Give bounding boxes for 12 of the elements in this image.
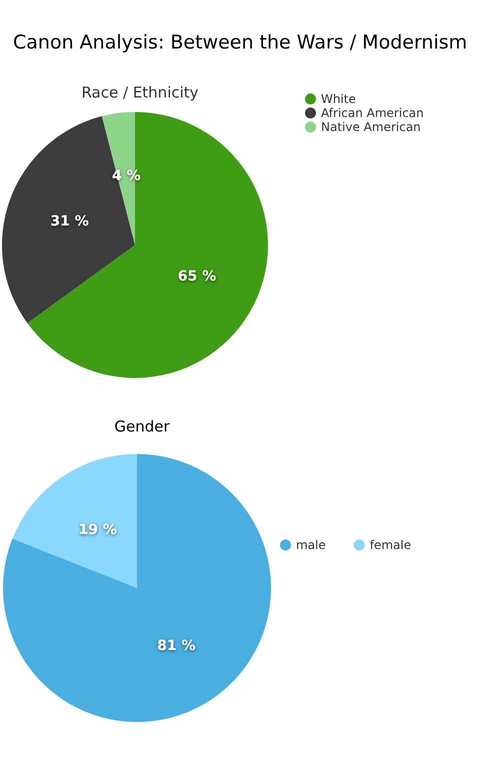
data-label: 81 % (157, 638, 196, 654)
chart-title: Canon Analysis: Between the Wars / Modernism (13, 32, 468, 54)
legend-label: Native American (321, 120, 421, 134)
chart-subtitle: Race / Ethnicity (81, 84, 199, 102)
data-label: 65 % (178, 268, 216, 285)
chart-title: Gender (114, 418, 170, 436)
legend-label: female (370, 538, 412, 552)
data-label: 19 % (78, 522, 117, 538)
data-label: 31 % (50, 213, 89, 230)
legend-label: White (321, 92, 356, 106)
legend-label: African American (321, 106, 424, 120)
legend-label: male (296, 538, 326, 552)
